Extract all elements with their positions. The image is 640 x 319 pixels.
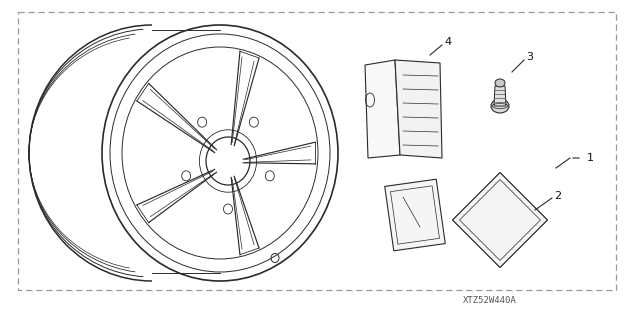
- Polygon shape: [365, 60, 400, 158]
- Ellipse shape: [495, 79, 505, 87]
- Text: 2: 2: [554, 191, 561, 201]
- Ellipse shape: [491, 99, 509, 113]
- Text: 4: 4: [444, 37, 451, 47]
- Bar: [18, 12, 616, 290]
- Text: 3: 3: [526, 52, 533, 62]
- Polygon shape: [395, 60, 442, 158]
- Polygon shape: [385, 179, 445, 251]
- Text: 1: 1: [587, 153, 594, 163]
- Text: XTZ52W440A: XTZ52W440A: [463, 296, 517, 305]
- Polygon shape: [494, 86, 506, 106]
- Polygon shape: [452, 173, 547, 268]
